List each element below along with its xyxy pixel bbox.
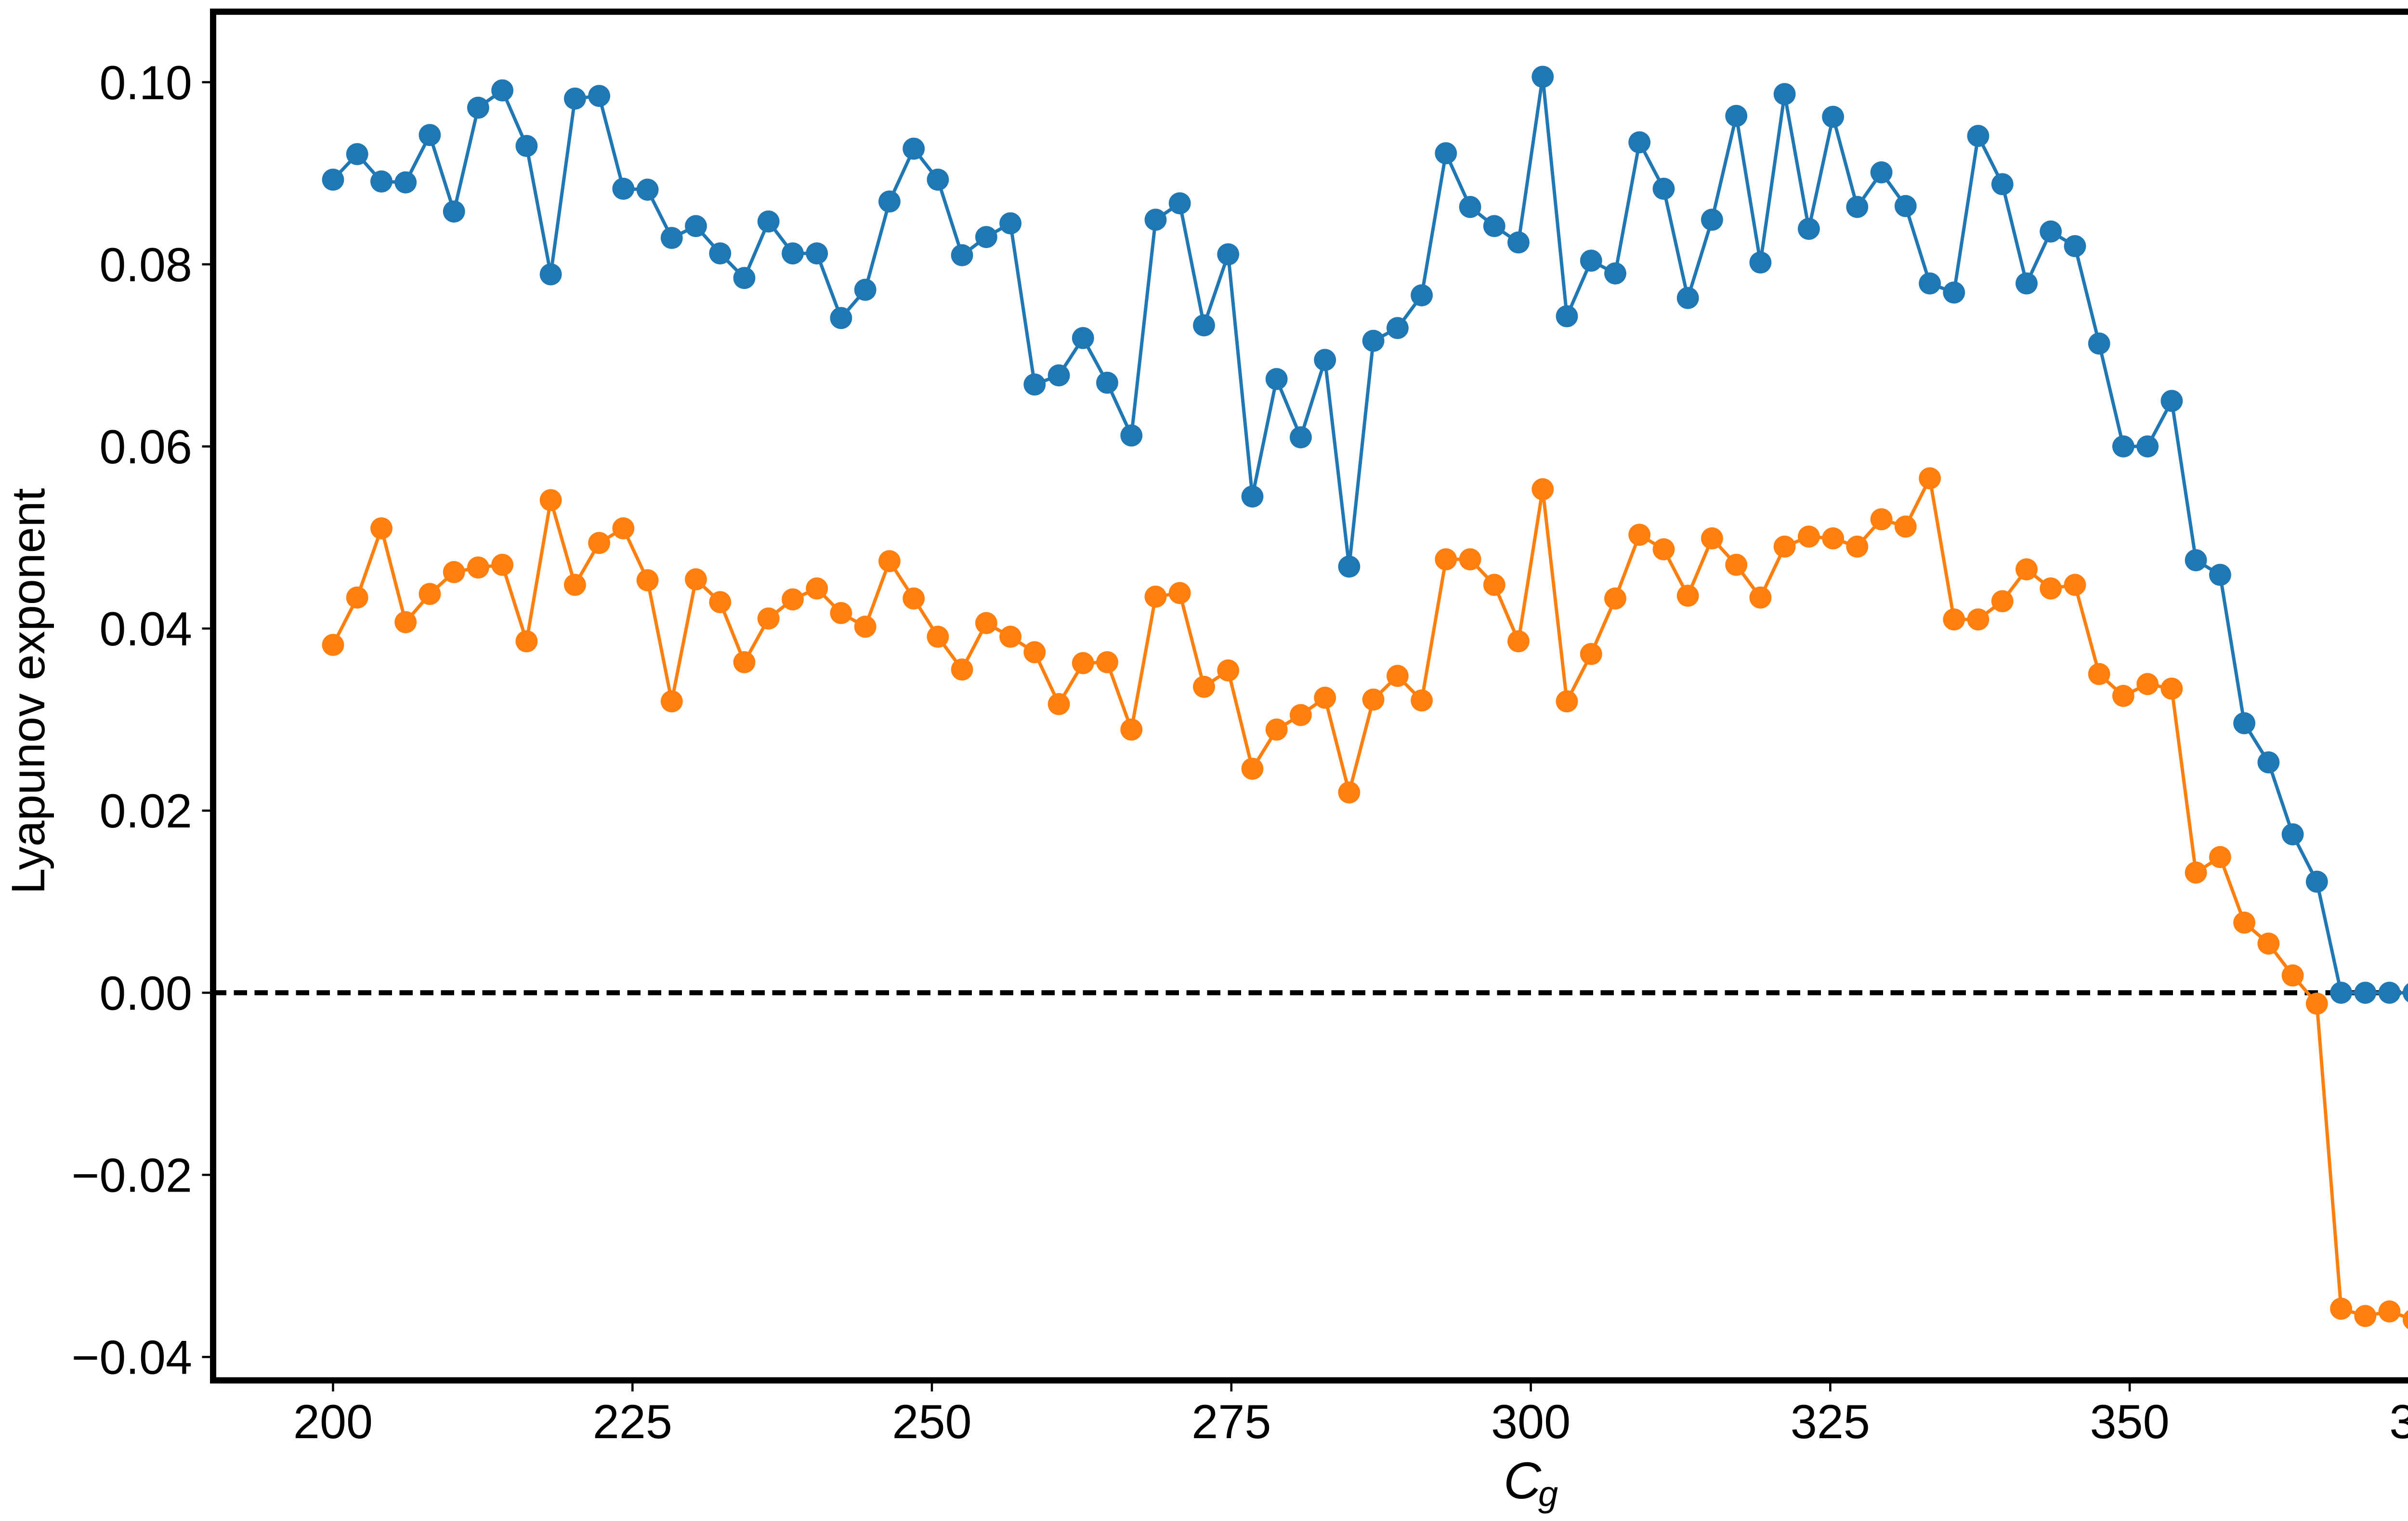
svg-text:275: 275	[1191, 1395, 1271, 1448]
svg-text:200: 200	[293, 1395, 373, 1448]
svg-text:0.08: 0.08	[99, 238, 192, 291]
svg-text:0.06: 0.06	[99, 420, 192, 473]
svg-text:g: g	[1538, 1474, 1558, 1514]
svg-text:Lyapunov exponent: Lyapunov exponent	[2, 488, 54, 894]
svg-text:375: 375	[2389, 1395, 2408, 1448]
svg-text:−0.02: −0.02	[72, 1148, 193, 1202]
svg-text:C: C	[1504, 1451, 1542, 1509]
svg-text:0.00: 0.00	[99, 966, 192, 1020]
svg-text:0.02: 0.02	[99, 784, 192, 838]
svg-text:0.10: 0.10	[99, 56, 192, 109]
svg-text:225: 225	[593, 1395, 672, 1448]
svg-text:350: 350	[2090, 1395, 2170, 1448]
svg-text:250: 250	[892, 1395, 971, 1448]
svg-text:300: 300	[1491, 1395, 1570, 1448]
svg-text:−0.04: −0.04	[72, 1331, 193, 1384]
svg-text:0.04: 0.04	[99, 602, 192, 656]
svg-text:325: 325	[1791, 1395, 1870, 1448]
